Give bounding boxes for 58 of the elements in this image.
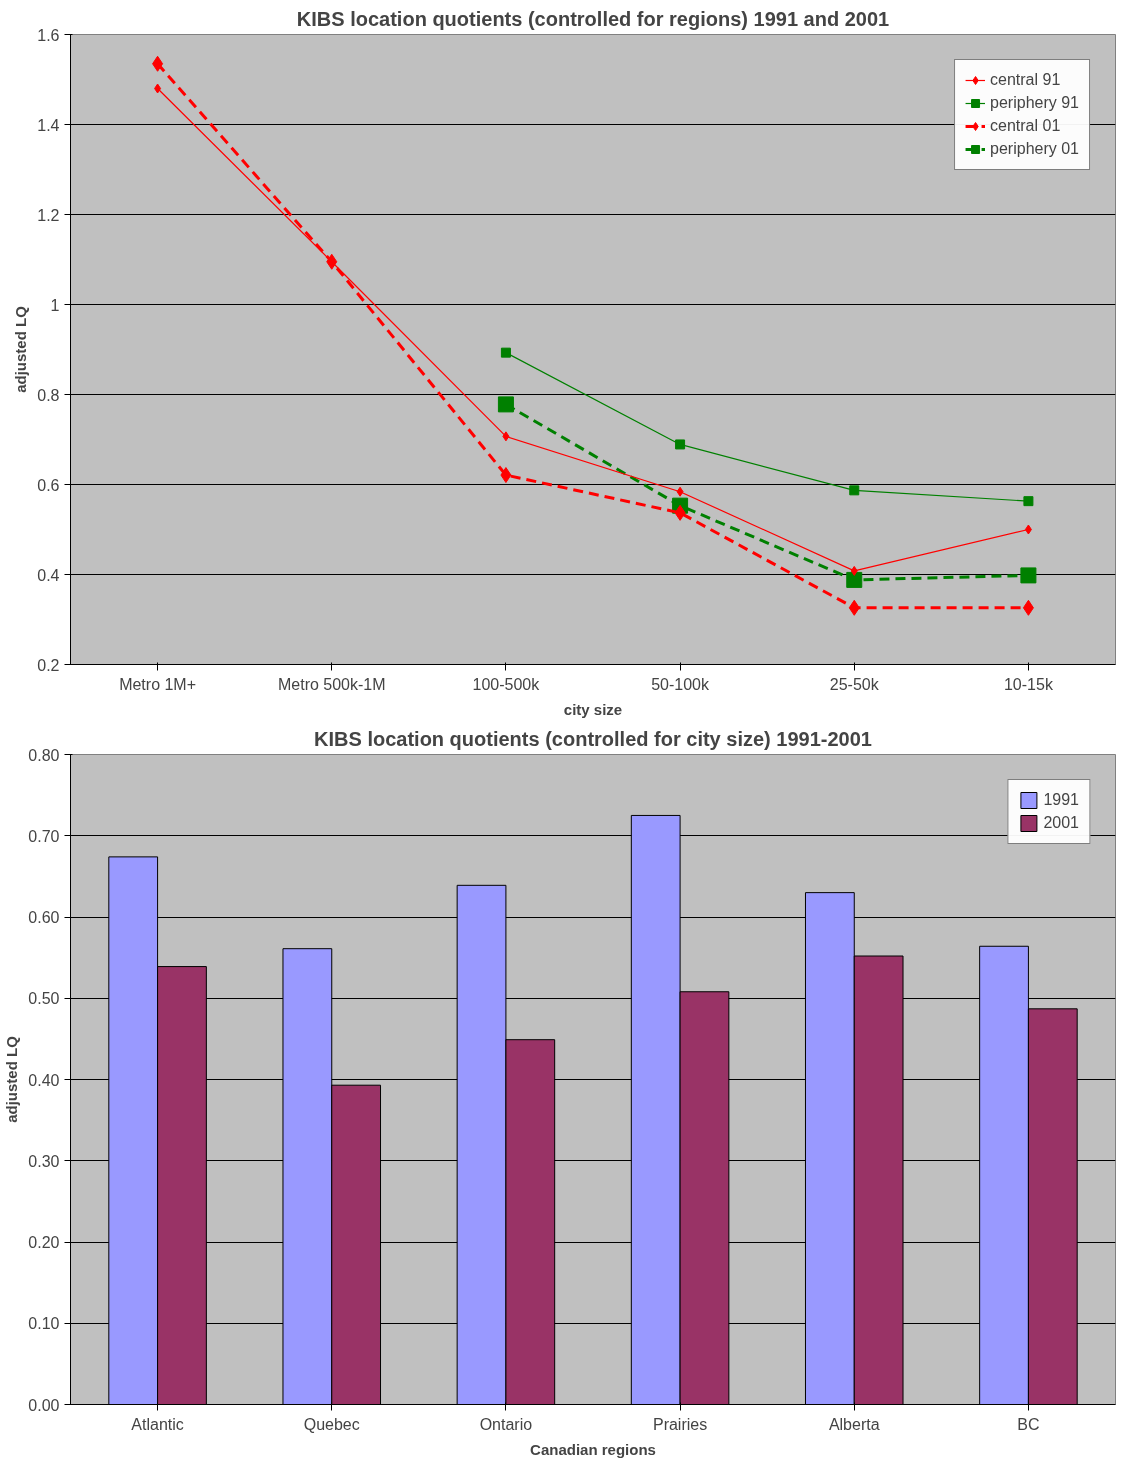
point	[846, 571, 863, 588]
legend-label: central 01	[990, 117, 1061, 135]
y-axis-title: adjusted LQ	[12, 305, 30, 393]
x-tick-label: Metro 500k-1M	[277, 675, 386, 693]
chart-title: KIBS location quotients (controlled for regions) 1991 and 2001	[296, 7, 890, 30]
point	[152, 55, 164, 72]
legend-label: periphery 01	[990, 140, 1079, 158]
x-tick-label: Quebec	[303, 1415, 360, 1433]
x-tick-label: Metro 1M+	[119, 675, 197, 693]
point	[154, 83, 162, 94]
x-axis-title: Canadian regions	[530, 1440, 656, 1458]
y-tick-label: 0.40	[28, 1071, 60, 1089]
y-tick-label: 0.20	[28, 1234, 60, 1251]
legend-label: periphery 91	[990, 94, 1079, 112]
x-tick-label: Atlantic	[131, 1415, 184, 1433]
y-tick-label: 0.70	[28, 827, 60, 845]
point	[500, 467, 512, 484]
y-tick-label: 0.80	[28, 746, 60, 764]
point	[502, 431, 510, 442]
y-tick-label: 0.8	[37, 386, 60, 404]
y-tick-label: 0.60	[28, 909, 60, 926]
y-tick-label: 1.6	[37, 26, 60, 44]
y-tick-label: 1	[50, 296, 60, 314]
point	[1020, 567, 1037, 584]
x-tick-label: Prairies	[652, 1415, 708, 1433]
y-tick-label: 0.4	[37, 566, 60, 584]
y-tick-label: 0.00	[28, 1396, 60, 1414]
y-tick-label: 1.2	[37, 206, 60, 224]
point	[849, 485, 860, 496]
x-tick-label: 10-15k	[1003, 675, 1054, 693]
point	[1022, 599, 1034, 616]
legend-label: 1991	[1043, 791, 1079, 809]
y-tick-label: 0.50	[28, 990, 60, 1008]
x-tick-label: BC	[1017, 1415, 1040, 1433]
point	[674, 504, 686, 521]
x-axis-title: city size	[563, 700, 623, 718]
legend-label: 2001	[1043, 814, 1079, 832]
point	[1023, 496, 1034, 507]
y-tick-label: 0.2	[37, 656, 60, 674]
point	[1024, 524, 1032, 535]
y-axis-title: adjusted LQ	[3, 1035, 21, 1123]
point	[848, 599, 860, 616]
point	[500, 347, 511, 358]
y-tick-label: 1.4	[37, 116, 60, 134]
point	[497, 396, 514, 413]
x-tick-label: Ontario	[479, 1415, 533, 1433]
point	[676, 486, 684, 497]
x-tick-label: Alberta	[828, 1415, 880, 1433]
x-tick-label: 25-50k	[829, 675, 880, 693]
x-tick-label: 50-100k	[651, 675, 710, 693]
y-tick-label: 0.6	[37, 476, 60, 494]
x-tick-label: 100-500k	[472, 675, 541, 693]
y-tick-label: 0.10	[28, 1315, 60, 1333]
point	[675, 439, 686, 450]
point	[850, 565, 858, 576]
y-tick-label: 0.30	[28, 1152, 60, 1170]
chart-title: KIBS location quotients (controlled for city size) 1991-2001	[314, 727, 872, 750]
legend-label: central 91	[990, 71, 1061, 89]
